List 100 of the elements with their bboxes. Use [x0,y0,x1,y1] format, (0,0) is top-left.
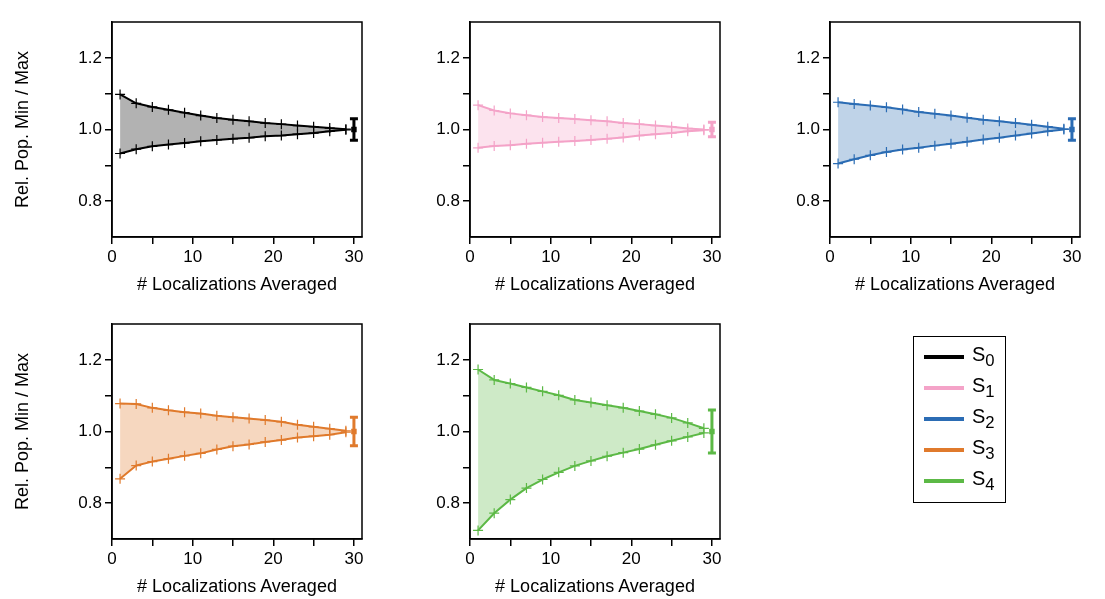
y-tick-label: 0.8 [436,492,460,512]
point [682,431,694,443]
point [617,447,629,459]
point [211,443,223,456]
point [666,435,678,447]
x-tick-label: 30 [702,246,722,266]
x-tick-label: 20 [263,548,283,568]
point [832,96,844,108]
point [553,112,565,124]
point [585,455,597,467]
x-tick-label: 0 [107,548,117,568]
x-tick-label: 0 [465,548,475,568]
point [324,423,336,435]
x-tick-label: 10 [901,246,921,266]
point [178,107,191,119]
x-axis-title: # Localizations Averaged [495,274,695,295]
x-tick-label: 30 [344,548,364,568]
point [114,397,126,410]
y-tick-label: 1.2 [78,47,102,67]
point [569,113,581,125]
x-tick-label: 20 [981,246,1001,266]
x-tick-label: 0 [825,246,835,266]
x-tick-label: 30 [344,246,364,266]
point [617,402,629,414]
y-tick-label: 1.2 [436,349,460,369]
point [633,118,645,130]
point [1026,119,1038,131]
point [259,117,271,129]
point [195,447,207,459]
x-tick-label: 10 [183,246,203,266]
point [114,88,126,100]
point [666,412,678,424]
point [961,112,973,124]
point [993,115,1005,127]
point [520,109,533,121]
y-axis-title: Rel. Pop. Min / Max [11,50,32,209]
point [195,407,207,420]
point [211,410,223,422]
point [178,406,191,418]
point [130,143,142,155]
point [195,109,207,122]
point [633,405,645,417]
point [114,473,126,485]
point [520,482,533,494]
point [569,394,581,406]
legend-label: S$_{4}$ [972,466,995,495]
point [472,99,484,111]
x-tick-label: 0 [465,246,475,266]
point [520,138,533,150]
x-tick-label: 20 [263,246,283,266]
point [308,430,320,442]
point [227,440,239,452]
point [178,450,191,462]
y-axis-title: Rel. Pop. Min / Max [11,352,32,511]
point [162,104,175,116]
point [162,453,175,465]
point [146,402,158,414]
point [146,140,158,152]
x-axis-title: # Localizations Averaged [137,274,337,295]
point [488,507,500,519]
x-tick-label: 30 [702,548,722,568]
y-tick-label: 0.8 [436,190,460,210]
point [488,140,500,152]
y-tick-label: 1.0 [78,421,102,441]
legend-label: S$_{2}$ [972,404,995,433]
point [977,114,989,126]
point [275,416,287,428]
point [880,101,893,113]
point [682,417,694,429]
x-tick-label: 20 [621,548,641,568]
legend-label: S$_{3}$ [972,435,995,464]
x-tick-label: 10 [541,246,561,266]
point [617,117,629,129]
point [1026,127,1038,140]
point [553,389,565,401]
y-tick-label: 1.0 [436,119,460,139]
point [536,111,549,123]
point [945,109,957,122]
point [553,466,565,478]
point [977,133,989,146]
y-tick-label: 1.2 [796,47,820,67]
point [520,381,533,394]
point [259,414,271,426]
x-tick-label: 10 [541,548,561,568]
point [569,460,581,472]
point [472,363,484,376]
x-axis-title: # Localizations Averaged [855,274,1055,295]
point [162,404,175,416]
point [146,456,158,468]
point [195,135,207,147]
point [275,434,287,446]
point [945,138,957,150]
point [913,142,925,154]
point [227,133,239,145]
point [896,143,909,156]
legend-label: S$_{0}$ [972,342,995,371]
point [291,128,304,140]
point [896,103,909,116]
y-tick-label: 0.8 [78,492,102,512]
point [259,436,271,448]
